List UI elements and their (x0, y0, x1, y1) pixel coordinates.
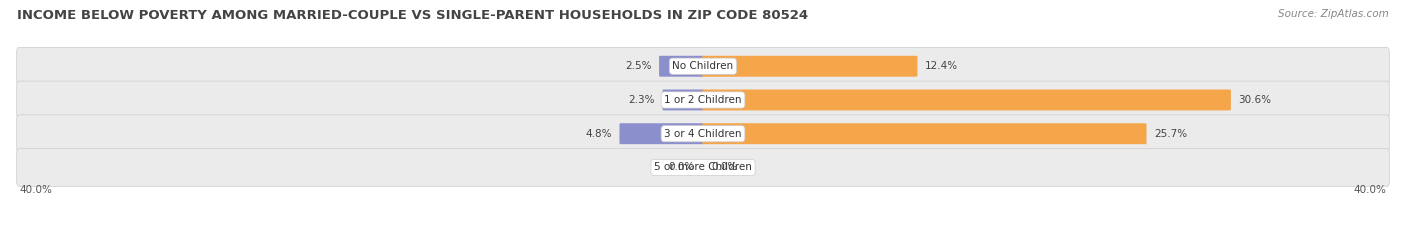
Text: 3 or 4 Children: 3 or 4 Children (664, 129, 742, 139)
Text: 1 or 2 Children: 1 or 2 Children (664, 95, 742, 105)
Text: 12.4%: 12.4% (925, 61, 959, 71)
FancyBboxPatch shape (702, 89, 1230, 110)
Text: 0.0%: 0.0% (668, 162, 695, 172)
FancyBboxPatch shape (17, 47, 1389, 85)
FancyBboxPatch shape (659, 56, 704, 77)
Text: 2.5%: 2.5% (624, 61, 651, 71)
Text: 2.3%: 2.3% (628, 95, 655, 105)
FancyBboxPatch shape (17, 149, 1389, 186)
Text: 25.7%: 25.7% (1154, 129, 1188, 139)
Text: 0.0%: 0.0% (711, 162, 738, 172)
FancyBboxPatch shape (702, 123, 1146, 144)
Text: INCOME BELOW POVERTY AMONG MARRIED-COUPLE VS SINGLE-PARENT HOUSEHOLDS IN ZIP COD: INCOME BELOW POVERTY AMONG MARRIED-COUPL… (17, 9, 808, 22)
FancyBboxPatch shape (17, 115, 1389, 153)
FancyBboxPatch shape (620, 123, 704, 144)
FancyBboxPatch shape (702, 56, 918, 77)
FancyBboxPatch shape (662, 89, 704, 110)
Text: 30.6%: 30.6% (1239, 95, 1271, 105)
Text: 40.0%: 40.0% (1354, 185, 1386, 195)
FancyBboxPatch shape (17, 81, 1389, 119)
Text: 5 or more Children: 5 or more Children (654, 162, 752, 172)
Text: No Children: No Children (672, 61, 734, 71)
Text: 40.0%: 40.0% (20, 185, 52, 195)
Text: 4.8%: 4.8% (585, 129, 612, 139)
Text: Source: ZipAtlas.com: Source: ZipAtlas.com (1278, 9, 1389, 19)
